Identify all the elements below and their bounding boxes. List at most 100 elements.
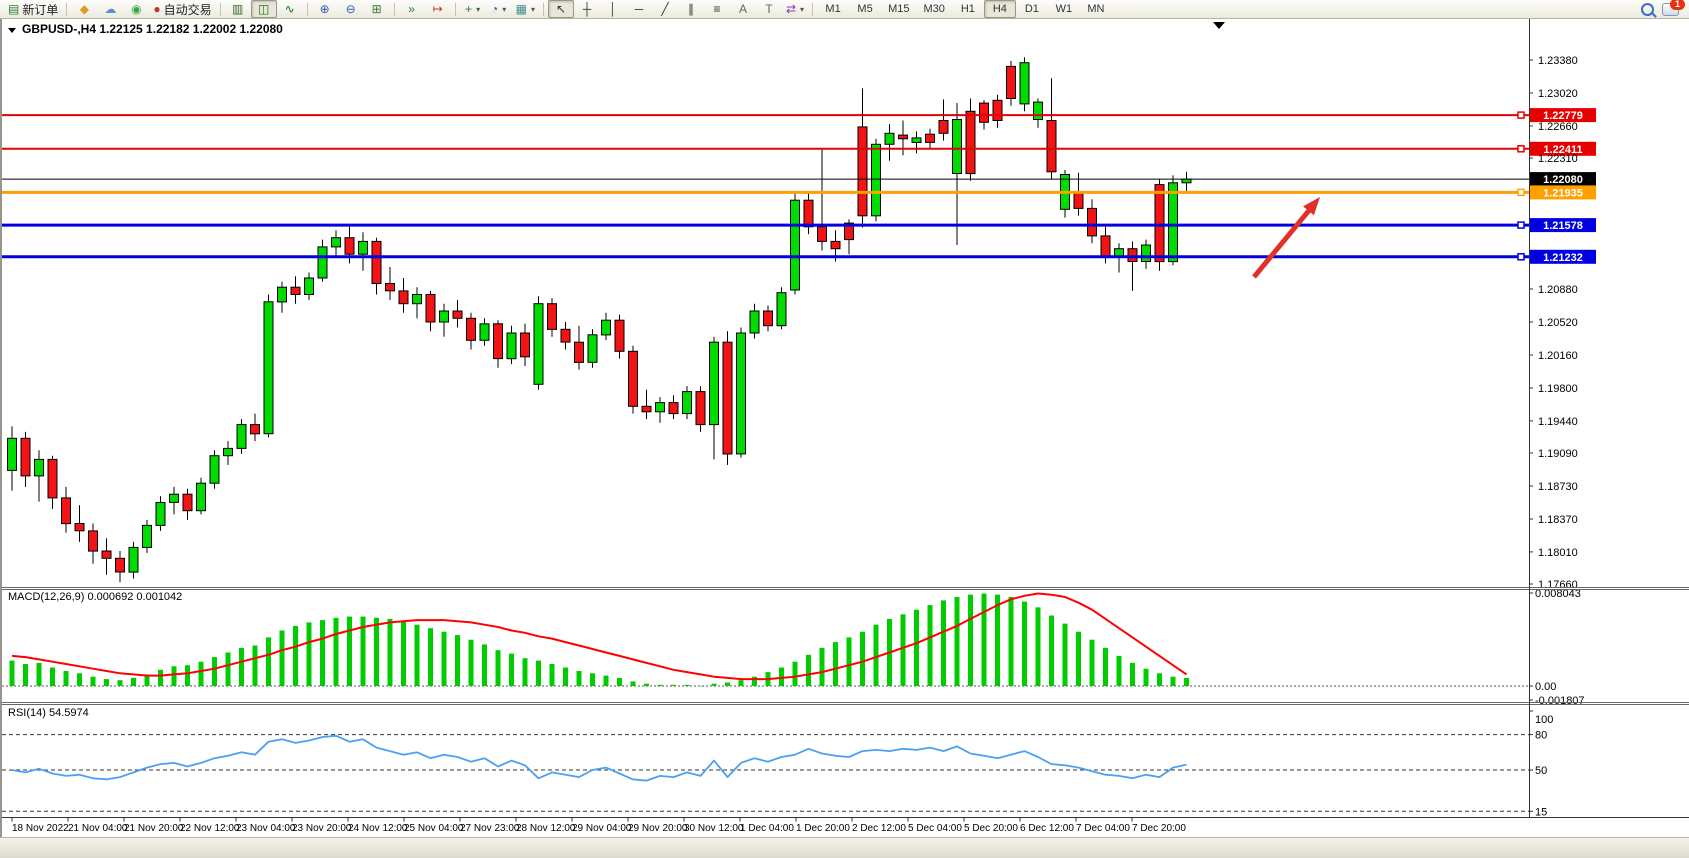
candlestick-chart-icon[interactable]: ◫ <box>250 0 277 18</box>
candle-down <box>385 283 395 292</box>
annotations-layer <box>1252 197 1320 279</box>
timeframe-button-m1[interactable]: M1 <box>825 3 841 15</box>
panel-separator-macd[interactable] <box>2 583 1529 593</box>
toolbar-separator <box>219 2 221 16</box>
chart-shift-icon[interactable]: ↦ <box>425 0 451 18</box>
arrows-glyph: ⇄ <box>785 2 797 16</box>
equidistant-channel-icon[interactable]: ∥ <box>678 0 704 18</box>
timeframe-button-m15[interactable]: M15 <box>888 3 910 15</box>
macd-histogram-bar <box>725 682 730 686</box>
macd-histogram-bar <box>1116 655 1122 686</box>
level-handle[interactable] <box>1517 221 1525 229</box>
candle-down <box>992 99 1003 122</box>
price-scale[interactable] <box>1530 19 1689 817</box>
notifications-icon[interactable]: 1 <box>1662 0 1685 16</box>
macd-histogram-bar <box>117 680 123 686</box>
candle-down <box>722 341 733 455</box>
gold-icon[interactable]: ◆ <box>71 0 97 18</box>
timeframe-button-mn[interactable]: MN <box>1087 3 1105 15</box>
price-level-badge <box>1530 185 1596 200</box>
arrows-dropdown[interactable]: ⇄ ▾ <box>782 0 808 18</box>
periods-dropdown[interactable]: ◔ ▾ <box>486 0 512 18</box>
macd-histogram-bar <box>23 664 28 686</box>
tile-windows-icon[interactable]: ⊞ <box>364 0 390 18</box>
auto-scroll-icon[interactable]: » <box>399 0 425 18</box>
crosshair-icon[interactable]: ┼ <box>574 0 600 18</box>
level-handle[interactable] <box>1517 111 1525 119</box>
macd-histogram-bar <box>1143 668 1149 686</box>
macd-histogram-bar <box>590 673 595 686</box>
macd-label: MACD(12,26,9) 0.000692 0.001042 <box>8 591 182 603</box>
candle-up <box>749 310 760 334</box>
community-icon[interactable]: ☁ <box>97 0 123 18</box>
dropdown-arrow-icon: ▾ <box>530 4 535 14</box>
macd-histogram-bar <box>131 677 136 686</box>
timeframe-button-m30[interactable]: M30 <box>923 3 945 15</box>
signals-icon[interactable]: ◉ <box>123 0 149 18</box>
timeframe-button-h4[interactable]: H4 <box>983 0 1016 18</box>
chart-canvas[interactable]: GBPUSD-,H4 1.22125 1.22182 1.22002 1.220… <box>2 19 1689 837</box>
rsi-panel[interactable] <box>2 705 1529 817</box>
horizontal-line-icon[interactable]: ─ <box>626 0 652 18</box>
toolbar-right-tools: 1 <box>1641 0 1685 16</box>
chart-collapse-icon[interactable] <box>8 28 16 33</box>
macd-panel[interactable] <box>2 590 1529 702</box>
timeframe-button-w1[interactable]: W1 <box>1055 3 1073 15</box>
autotrading-button[interactable]: ● 自动交易 <box>149 0 215 18</box>
candle-down <box>1087 207 1097 237</box>
trendline-icon-glyph: ╱ <box>661 2 669 16</box>
level-handle[interactable] <box>1517 145 1525 153</box>
time-tick-label: 30 Nov 12:00 <box>684 823 744 834</box>
timeframe-button-d1[interactable]: D1 <box>1024 3 1039 15</box>
templates-dropdown[interactable]: ▦ ▾ <box>512 0 539 18</box>
macd-histogram-bar <box>860 631 865 686</box>
indicators-dropdown[interactable]: + ▾ <box>460 0 486 18</box>
text-icon[interactable]: A <box>730 0 756 18</box>
candle-up <box>7 437 17 471</box>
fibonacci-icon[interactable]: ≡ <box>704 0 730 18</box>
trendline-icon[interactable]: ╱ <box>652 0 678 18</box>
price-tick-label: 1.20880 <box>1538 284 1578 296</box>
periods-glyph: ◔ <box>490 2 499 16</box>
candle-down <box>398 290 409 305</box>
panel-separator-rsi[interactable] <box>2 698 1529 708</box>
new-order-button[interactable]: ▤ 新订单 <box>4 0 62 18</box>
chart-title: GBPUSD-,H4 1.22125 1.22182 1.22002 1.220… <box>22 22 283 36</box>
vertical-line-icon[interactable]: │ <box>600 0 626 18</box>
text-icon-glyph: A <box>738 2 747 16</box>
candle-down <box>925 133 935 143</box>
text-label-icon[interactable]: T <box>756 0 782 18</box>
price-tick-label: 1.18370 <box>1538 514 1578 526</box>
macd-histogram-bar <box>90 676 96 686</box>
line-chart-icon[interactable]: ∿ <box>277 0 303 18</box>
trend-arrow-shaft[interactable] <box>1252 204 1315 279</box>
toolbar-separator <box>542 2 544 16</box>
bar-chart-icon[interactable]: ▥ <box>225 0 251 18</box>
time-scale[interactable] <box>2 818 1529 837</box>
macd-histogram-bar <box>1157 673 1162 686</box>
candle-down <box>560 328 571 343</box>
macd-histogram-bar <box>914 609 919 686</box>
cursor-icon[interactable]: ↖ <box>547 0 574 18</box>
zoom-out-icon[interactable]: ⊖ <box>338 0 364 18</box>
chart-corner-icon[interactable] <box>1213 22 1225 29</box>
timeframe-button-m5[interactable]: M5 <box>857 3 873 15</box>
search-icon[interactable] <box>1641 2 1654 16</box>
candle-down <box>857 126 868 217</box>
templates-glyph: ▦ <box>515 2 527 16</box>
level-handle[interactable] <box>1517 188 1525 197</box>
timeframe-button-h1[interactable]: H1 <box>960 3 975 15</box>
zoom-in-icon[interactable]: ⊕ <box>312 0 338 18</box>
main-chart-plot[interactable] <box>2 37 1529 587</box>
macd-histogram-bar <box>428 628 433 686</box>
price-tick-label: 1.20520 <box>1538 317 1578 329</box>
macd-histogram-bar <box>1184 677 1189 686</box>
level-handle[interactable] <box>1517 253 1525 261</box>
candle-up <box>682 391 692 415</box>
macd-histogram-bar <box>252 645 258 686</box>
bar-chart-icon-glyph: ▥ <box>231 2 244 16</box>
macd-histogram-bar <box>1035 607 1041 686</box>
candle-up <box>479 323 490 341</box>
trend-arrow-head[interactable] <box>1303 197 1320 216</box>
time-tick-label: 5 Dec 04:00 <box>908 823 962 834</box>
